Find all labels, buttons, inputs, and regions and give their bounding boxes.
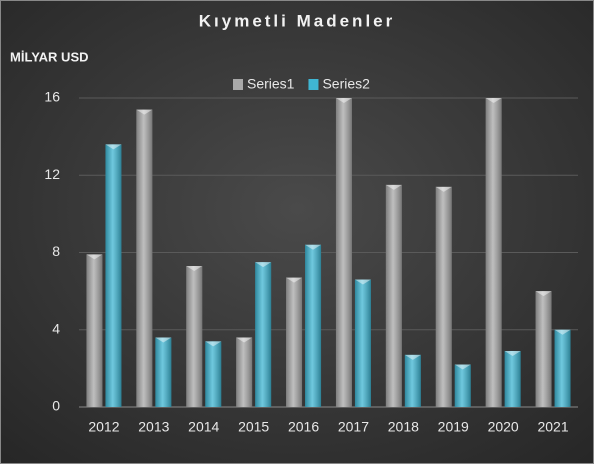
- x-tick-label: 2019: [438, 419, 469, 435]
- bar-cap: [136, 109, 153, 115]
- x-tick-label: 2014: [188, 419, 219, 435]
- bar-shine: [335, 98, 352, 407]
- bar-shine: [385, 184, 402, 407]
- legend-swatch: [233, 79, 243, 90]
- y-tick-label: 4: [52, 320, 60, 336]
- x-tick-label: 2020: [488, 419, 519, 435]
- bar-cap: [435, 186, 452, 192]
- bar-shine: [286, 277, 303, 407]
- bar-shine: [504, 350, 521, 407]
- bar-cap: [186, 266, 203, 272]
- bar-shine: [454, 364, 471, 407]
- legend: Series1 Series2: [233, 76, 370, 92]
- bar-shine: [485, 98, 502, 407]
- bar-shine: [255, 262, 272, 407]
- bar-cap: [404, 354, 421, 360]
- bar-cap: [86, 254, 103, 260]
- y-tick-label: 12: [44, 166, 60, 182]
- bar-shine: [305, 244, 322, 407]
- bar-cap: [286, 277, 303, 283]
- bar-shine: [354, 279, 371, 407]
- legend-swatch: [308, 79, 319, 90]
- bar-shine: [236, 337, 253, 407]
- bar-shine: [535, 291, 552, 407]
- bar-shine: [404, 354, 421, 407]
- y-tick-label: 0: [52, 398, 60, 414]
- bar-cap: [236, 337, 253, 343]
- bar-cap: [205, 341, 222, 347]
- chart-title: Kıymetli Madenler: [199, 11, 396, 30]
- bar-cap: [454, 364, 471, 370]
- x-tick-label: 2012: [88, 419, 119, 435]
- bar-shine: [136, 109, 153, 408]
- bar-shine: [435, 186, 452, 407]
- bar-shine: [86, 254, 103, 407]
- legend-label: Series2: [322, 76, 370, 92]
- bar-shine: [205, 341, 222, 407]
- bar-cap: [255, 262, 272, 268]
- x-tick-label: 2015: [238, 419, 269, 435]
- bar-cap: [535, 291, 552, 297]
- legend-label: Series1: [247, 76, 295, 92]
- bar-cap: [485, 98, 502, 103]
- bar-shine: [186, 266, 203, 407]
- x-tick-label: 2017: [338, 419, 369, 435]
- bar-shine: [155, 337, 172, 407]
- y-tick-label: 8: [52, 243, 60, 259]
- bar-cap: [155, 337, 172, 343]
- bar-cap: [105, 144, 122, 150]
- bar-shine: [105, 144, 122, 407]
- y-axis-label: MİLYAR USD: [10, 49, 89, 64]
- bar-cap: [385, 184, 402, 190]
- bar-cap: [504, 350, 521, 356]
- x-tick-label: 2013: [138, 419, 169, 435]
- bar-cap: [554, 329, 571, 335]
- x-tick-label: 2021: [537, 419, 568, 435]
- bar-cap: [305, 244, 322, 250]
- bar-cap: [354, 279, 371, 285]
- bar-cap: [335, 98, 352, 103]
- x-tick-label: 2018: [388, 419, 419, 435]
- x-tick-label: 2016: [288, 419, 319, 435]
- bar-shine: [554, 329, 571, 407]
- y-tick-label: 16: [44, 89, 60, 105]
